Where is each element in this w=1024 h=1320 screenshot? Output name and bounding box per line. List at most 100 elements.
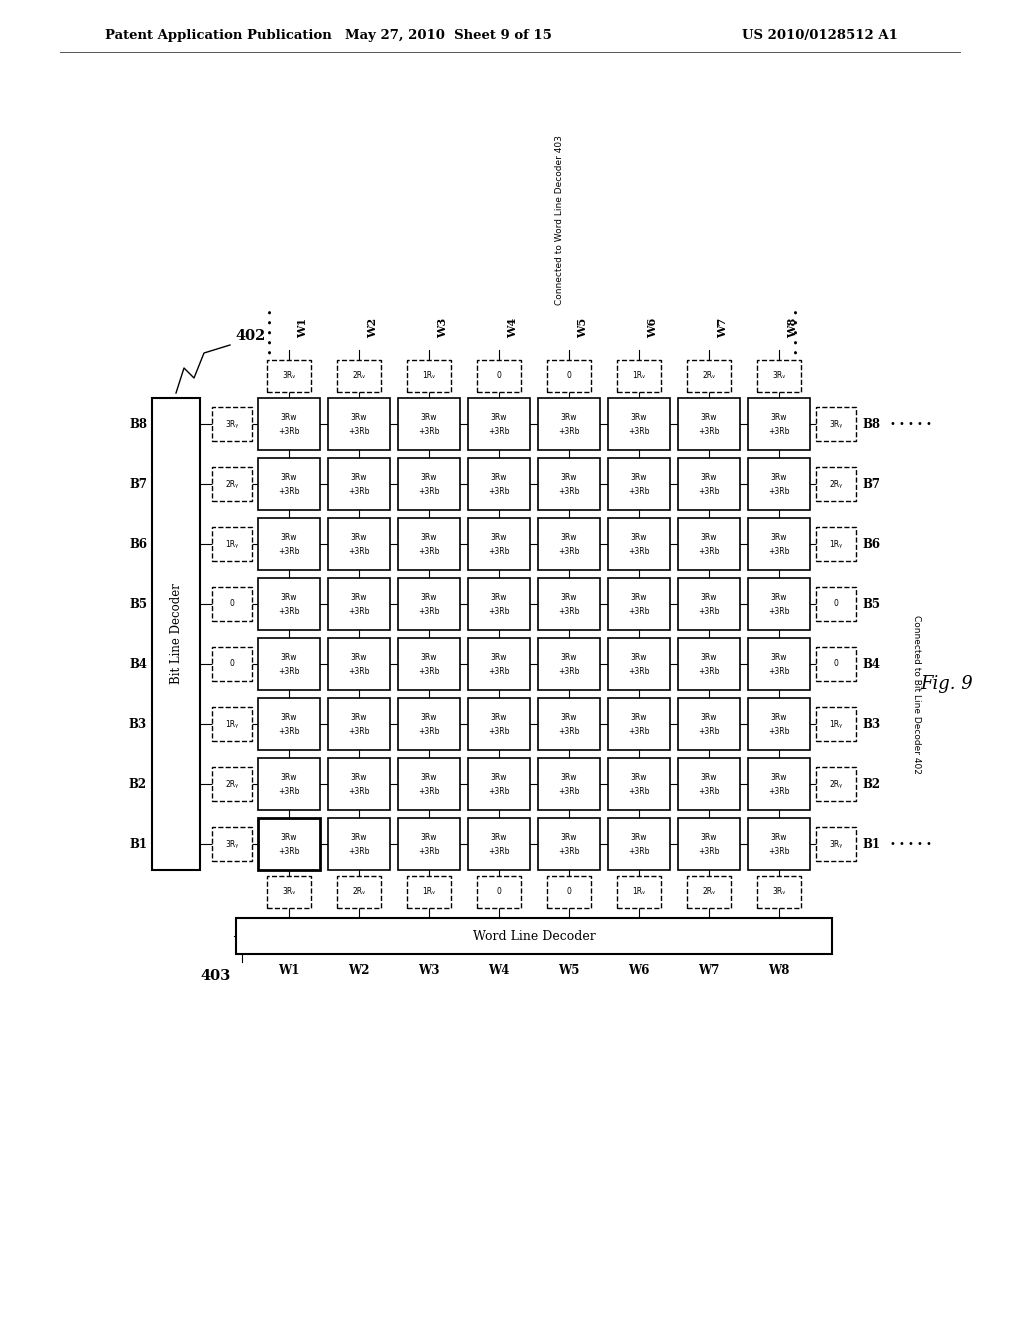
- Text: +3Rb: +3Rb: [558, 546, 580, 556]
- Text: B3: B3: [129, 718, 147, 730]
- Text: +3Rb: +3Rb: [629, 546, 650, 556]
- Text: 3Rw: 3Rw: [700, 713, 717, 722]
- Text: 3Rw: 3Rw: [561, 833, 578, 842]
- Text: B7: B7: [862, 478, 880, 491]
- Bar: [328, 399, 390, 450]
- Text: 0: 0: [229, 599, 234, 609]
- Bar: [468, 758, 530, 810]
- Bar: [328, 698, 390, 750]
- Text: +3Rb: +3Rb: [558, 726, 580, 735]
- Text: +3Rb: +3Rb: [488, 726, 510, 735]
- Text: +3Rb: +3Rb: [698, 787, 720, 796]
- Text: 2Rᵧ: 2Rᵧ: [829, 780, 843, 788]
- Text: 3Rw: 3Rw: [561, 652, 578, 661]
- Bar: [748, 818, 810, 870]
- Text: 3Rw: 3Rw: [281, 473, 297, 482]
- Bar: [477, 876, 521, 908]
- Text: 2Rᵥ: 2Rᵥ: [352, 371, 366, 380]
- Bar: [538, 818, 600, 870]
- Bar: [608, 698, 670, 750]
- Bar: [816, 407, 856, 441]
- Text: 3Rw: 3Rw: [631, 593, 647, 602]
- Text: W3: W3: [418, 964, 439, 977]
- Bar: [678, 578, 740, 630]
- Text: +3Rb: +3Rb: [279, 726, 300, 735]
- Bar: [328, 638, 390, 690]
- Text: +3Rb: +3Rb: [279, 787, 300, 796]
- Text: B7: B7: [129, 478, 147, 491]
- Text: 3Rw: 3Rw: [351, 713, 368, 722]
- Text: +3Rb: +3Rb: [418, 426, 439, 436]
- Bar: [212, 407, 252, 441]
- Bar: [678, 458, 740, 510]
- Text: 3Rᵧ: 3Rᵧ: [225, 420, 239, 429]
- Bar: [152, 399, 200, 870]
- Text: 1Rᵥ: 1Rᵥ: [422, 887, 435, 896]
- Text: +3Rb: +3Rb: [768, 667, 790, 676]
- Text: • • • • •: • • • • •: [890, 418, 932, 429]
- Text: US 2010/0128512 A1: US 2010/0128512 A1: [742, 29, 898, 41]
- Bar: [748, 638, 810, 690]
- Text: 3Rᵥ: 3Rᵥ: [772, 371, 785, 380]
- Text: B4: B4: [862, 657, 880, 671]
- Bar: [678, 399, 740, 450]
- Text: +3Rb: +3Rb: [348, 487, 370, 495]
- Bar: [398, 818, 460, 870]
- Text: +3Rb: +3Rb: [418, 667, 439, 676]
- Text: Connected to Word Line Decoder 403: Connected to Word Line Decoder 403: [555, 135, 563, 305]
- Bar: [816, 467, 856, 502]
- Text: 0: 0: [497, 887, 502, 896]
- Text: 3Rw: 3Rw: [490, 593, 507, 602]
- Text: 3Rw: 3Rw: [421, 532, 437, 541]
- Text: +3Rb: +3Rb: [768, 546, 790, 556]
- Bar: [468, 698, 530, 750]
- Bar: [748, 578, 810, 630]
- Text: 3Rw: 3Rw: [700, 473, 717, 482]
- Bar: [258, 818, 319, 870]
- Text: +3Rb: +3Rb: [558, 846, 580, 855]
- Bar: [468, 578, 530, 630]
- Bar: [538, 578, 600, 630]
- Text: +3Rb: +3Rb: [768, 726, 790, 735]
- Text: 3Rᵧ: 3Rᵧ: [829, 840, 843, 849]
- Bar: [608, 517, 670, 570]
- Bar: [236, 917, 831, 954]
- Text: +3Rb: +3Rb: [348, 787, 370, 796]
- Bar: [608, 638, 670, 690]
- Text: B8: B8: [862, 417, 880, 430]
- Text: 1Rᵥ: 1Rᵥ: [633, 887, 645, 896]
- Bar: [538, 458, 600, 510]
- Text: 3Rw: 3Rw: [561, 772, 578, 781]
- Text: Connected to Bit Line Decoder 402: Connected to Bit Line Decoder 402: [912, 615, 922, 774]
- Bar: [407, 360, 451, 392]
- Bar: [617, 360, 662, 392]
- Text: 3Rᵥ: 3Rᵥ: [283, 887, 296, 896]
- Text: B6: B6: [862, 537, 880, 550]
- Text: W8: W8: [787, 318, 799, 338]
- Text: 3Rw: 3Rw: [631, 532, 647, 541]
- Text: 3Rw: 3Rw: [281, 593, 297, 602]
- Bar: [212, 647, 252, 681]
- Text: W5: W5: [578, 318, 589, 338]
- Text: +3Rb: +3Rb: [488, 606, 510, 615]
- Text: +3Rb: +3Rb: [768, 606, 790, 615]
- Bar: [687, 360, 731, 392]
- Text: +3Rb: +3Rb: [418, 606, 439, 615]
- Text: 0: 0: [229, 660, 234, 668]
- Text: B1: B1: [129, 837, 147, 850]
- Text: W7: W7: [718, 318, 728, 338]
- Text: 3Rw: 3Rw: [351, 833, 368, 842]
- Text: W6: W6: [629, 964, 649, 977]
- Text: +3Rb: +3Rb: [629, 667, 650, 676]
- Bar: [547, 876, 591, 908]
- Text: W7: W7: [698, 964, 720, 977]
- Text: 3Rw: 3Rw: [771, 652, 787, 661]
- Text: +3Rb: +3Rb: [768, 787, 790, 796]
- Text: B8: B8: [129, 417, 147, 430]
- Text: B1: B1: [862, 837, 880, 850]
- Text: 3Rw: 3Rw: [421, 593, 437, 602]
- Text: 3Rw: 3Rw: [700, 593, 717, 602]
- Text: +3Rb: +3Rb: [418, 487, 439, 495]
- Text: +3Rb: +3Rb: [418, 726, 439, 735]
- Bar: [477, 360, 521, 392]
